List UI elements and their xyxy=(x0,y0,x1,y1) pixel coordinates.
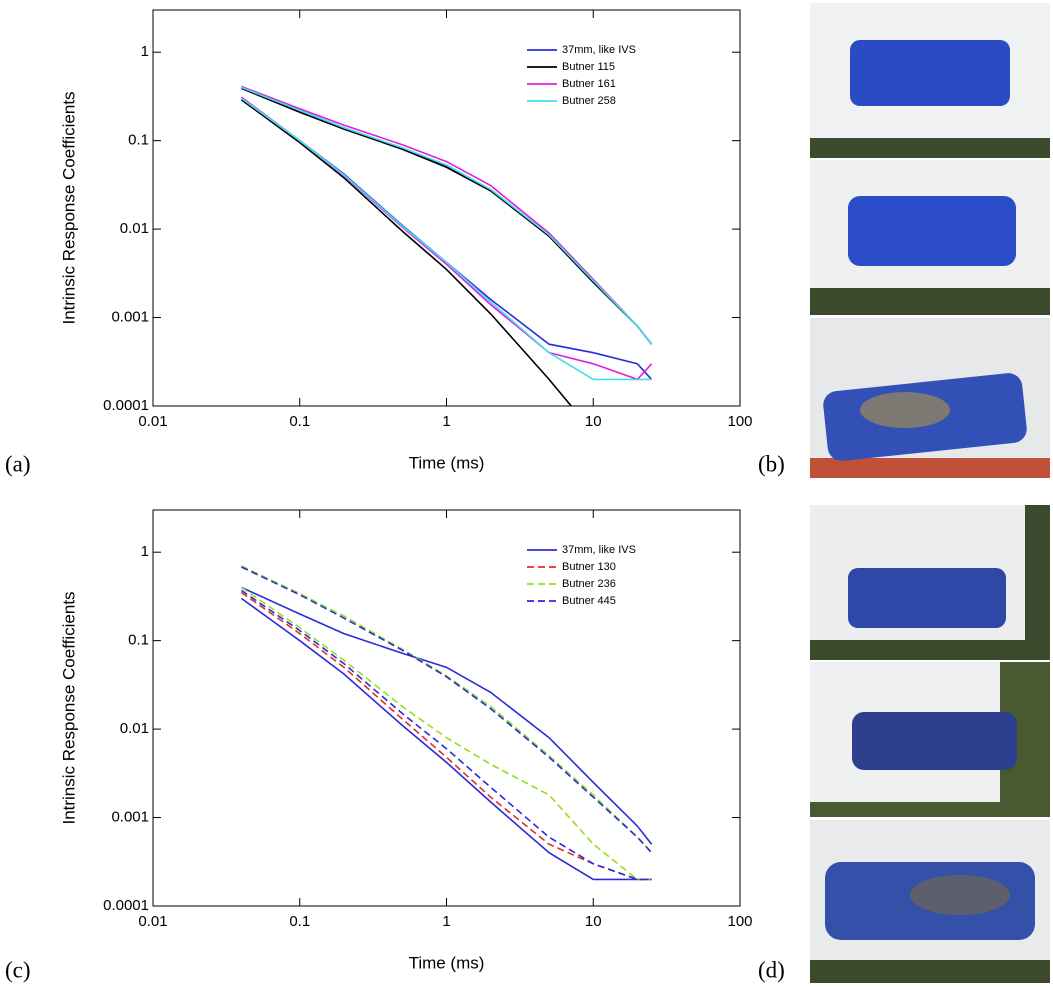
y-tick-label: 0.01 xyxy=(120,720,149,737)
legend-label: Butner 115 xyxy=(562,61,615,73)
y-tick-label: 0.1 xyxy=(128,632,149,649)
plot-frame xyxy=(152,9,741,407)
y-tick-label: 0.0001 xyxy=(103,897,149,914)
panel-label: (d) xyxy=(758,957,785,982)
x-tick-label: 100 xyxy=(727,413,752,430)
legend-label: 37mm, like IVS xyxy=(562,44,636,56)
y-tick-label: 0.001 xyxy=(111,309,149,326)
x-axis-label: Time (ms) xyxy=(409,453,485,472)
series-line xyxy=(241,86,653,345)
plot-lines xyxy=(240,85,653,406)
panel-label: (c) xyxy=(5,957,31,982)
photos xyxy=(810,3,1050,983)
legend-label: Butner 236 xyxy=(562,578,616,590)
legend-label: Butner 130 xyxy=(562,561,616,573)
series-line xyxy=(241,87,653,345)
series-line xyxy=(241,85,653,345)
legend-label: 37mm, like IVS xyxy=(562,544,636,556)
series-line xyxy=(240,591,652,881)
panel-label: (b) xyxy=(758,451,785,476)
series-line xyxy=(240,99,573,406)
y-tick-label: 1 xyxy=(141,43,149,60)
series-line xyxy=(241,86,653,345)
plot-frame xyxy=(152,509,741,907)
x-tick-label: 0.01 xyxy=(138,413,167,430)
series-line xyxy=(240,97,652,381)
series-line xyxy=(240,597,652,881)
y-tick-label: 0.1 xyxy=(128,132,149,149)
series-line xyxy=(240,586,652,881)
legend-label: Butner 258 xyxy=(562,95,616,107)
x-tick-label: 0.01 xyxy=(138,913,167,930)
x-tick-label: 100 xyxy=(727,913,752,930)
y-axis-label: Intrinsic Response Coefficients xyxy=(59,91,78,324)
panel-label: (a) xyxy=(5,451,31,476)
series-line xyxy=(241,565,653,854)
x-axis-label: Time (ms) xyxy=(409,953,485,972)
legend-label: Butner 161 xyxy=(562,78,616,90)
x-tick-label: 1 xyxy=(442,913,450,930)
y-tick-label: 0.001 xyxy=(111,809,149,826)
series-line xyxy=(241,586,653,845)
y-tick-label: 0.01 xyxy=(120,220,149,237)
series-line xyxy=(240,97,653,380)
series-line xyxy=(240,96,653,381)
x-tick-label: 0.1 xyxy=(289,413,310,430)
y-tick-label: 1 xyxy=(141,543,149,560)
legend-label: Butner 445 xyxy=(562,595,616,607)
x-tick-label: 1 xyxy=(442,413,450,430)
x-tick-label: 0.1 xyxy=(289,913,310,930)
x-tick-label: 10 xyxy=(585,913,602,930)
y-tick-label: 0.0001 xyxy=(103,397,149,414)
y-axis-label: Intrinsic Response Coefficients xyxy=(59,591,78,824)
x-tick-label: 10 xyxy=(585,413,602,430)
plot-lines xyxy=(240,565,653,881)
series-line xyxy=(241,566,653,854)
series-line xyxy=(240,589,652,881)
